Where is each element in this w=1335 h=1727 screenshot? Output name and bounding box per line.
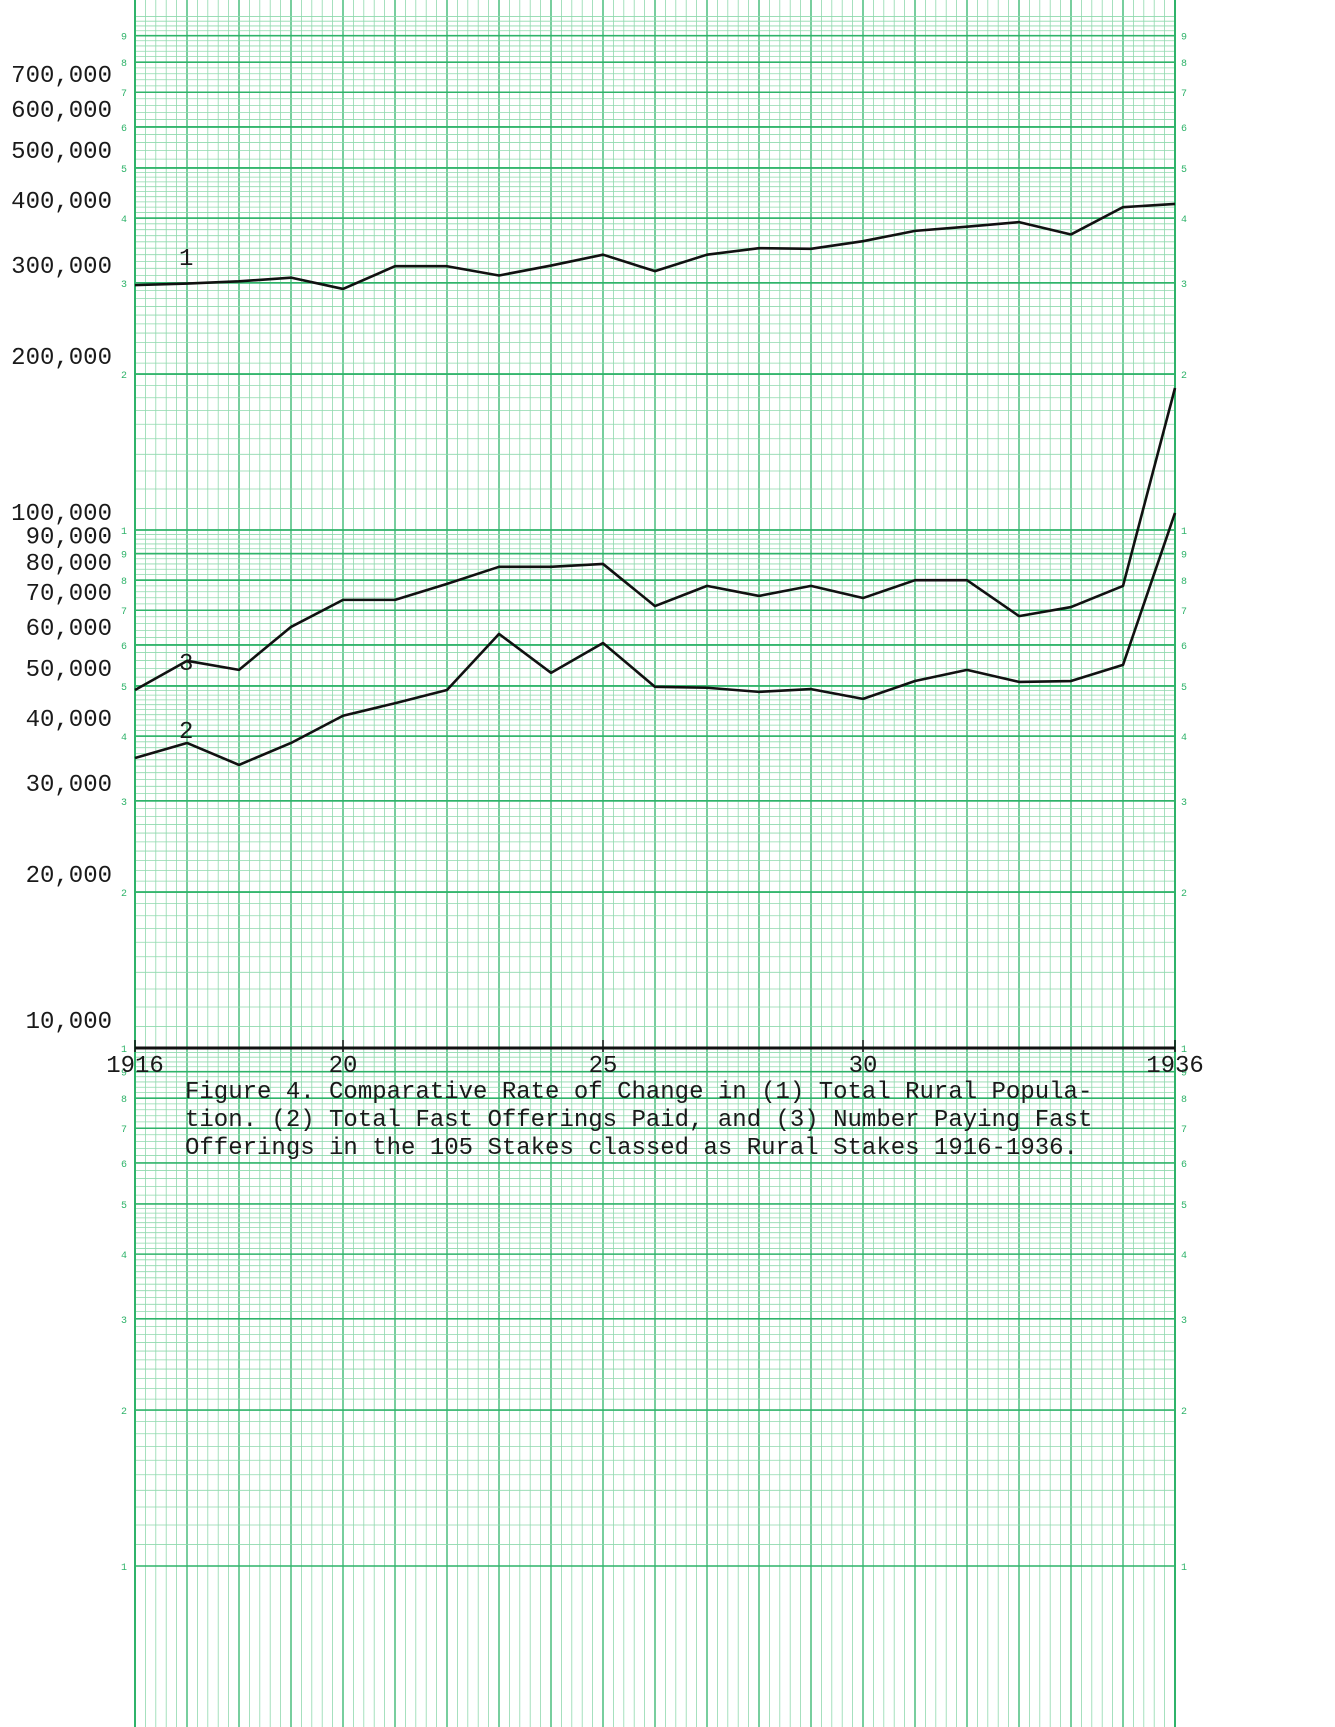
paper-digit: 7 (1181, 89, 1187, 100)
y-tick-label: 70,000 (26, 581, 112, 608)
series-label: 1 (179, 246, 193, 273)
caption-line: Offerings in the 105 Stakes classed as R… (185, 1135, 1078, 1162)
paper-digit: 9 (1181, 33, 1187, 44)
paper-digit: 7 (121, 607, 127, 618)
paper-digit: 1 (1181, 1045, 1187, 1056)
paper-digit: 2 (1181, 1407, 1187, 1418)
paper-digit: 1 (1181, 1563, 1187, 1574)
y-tick-label: 600,000 (11, 98, 112, 125)
paper-digit: 4 (121, 733, 127, 744)
paper-digit: 4 (1181, 733, 1187, 744)
paper-digit: 6 (121, 1160, 127, 1171)
y-tick-label: 500,000 (11, 139, 112, 166)
series-line (134, 512, 1177, 767)
graph-paper: 1 1 2 2 3 3 4 4 5 5 6 6 7 7 8 8 9 9 1 1 2 2 3 3 4 4 5 5 6 6 7 7 8 8 9 9 1 1 2 2… (121, 0, 1187, 1727)
series-line (134, 202, 1176, 291)
paper-digit: 3 (121, 798, 127, 809)
x-tick-label: 25 (589, 1053, 618, 1080)
paper-digit: 9 (1181, 551, 1187, 562)
y-tick-label: 60,000 (26, 616, 112, 643)
paper-digit: 4 (1181, 1251, 1187, 1262)
paper-digit: 2 (1181, 371, 1187, 382)
paper-digit: 9 (121, 551, 127, 562)
paper-digit: 8 (121, 1095, 127, 1106)
paper-digit: 7 (1181, 1125, 1187, 1136)
paper-digit: 8 (1181, 1095, 1187, 1106)
y-tick-label: 80,000 (26, 551, 112, 578)
paper-digit: 7 (121, 89, 127, 100)
x-tick-label: 1916 (106, 1053, 164, 1080)
paper-digit: 4 (121, 1251, 127, 1262)
y-tick-label: 100,000 (11, 501, 112, 528)
paper-digit: 6 (1181, 642, 1187, 653)
paper-digit: 5 (121, 683, 127, 694)
y-tick-label: 90,000 (26, 525, 112, 552)
series-label: 3 (179, 651, 193, 678)
paper-digit: 7 (1181, 607, 1187, 618)
plot: 10,000 20,000 30,000 40,000 50,000 60,000 70,0… (11, 63, 1204, 1080)
paper-digit: 7 (121, 1125, 127, 1136)
paper-digit: 1 (1181, 527, 1187, 538)
paper-digit: 3 (1181, 798, 1187, 809)
y-tick-label: 50,000 (26, 657, 112, 684)
paper-digit: 2 (121, 889, 127, 900)
paper-digit: 9 (121, 33, 127, 44)
paper-digit: 5 (121, 165, 127, 176)
paper-digit: 6 (1181, 1160, 1187, 1171)
paper-digit: 3 (1181, 1316, 1187, 1327)
paper-digit: 4 (1181, 215, 1187, 226)
paper-digit: 6 (121, 124, 127, 135)
series-label: 2 (179, 719, 193, 746)
y-tick-label: 700,000 (11, 63, 112, 90)
paper-digit: 8 (121, 577, 127, 588)
paper-digit: 1 (121, 1563, 127, 1574)
series-line (134, 387, 1177, 692)
paper-digit: 8 (1181, 577, 1187, 588)
paper-digit: 5 (1181, 683, 1187, 694)
paper-digit: 9 (121, 1069, 127, 1080)
y-tick-label: 300,000 (11, 254, 112, 281)
paper-digit: 2 (1181, 889, 1187, 900)
y-tick-label: 20,000 (26, 863, 112, 890)
paper-digit: 5 (1181, 1201, 1187, 1212)
paper-digit: 8 (1181, 59, 1187, 70)
y-tick-label: 10,000 (26, 1009, 112, 1036)
paper-digit: 3 (1181, 280, 1187, 291)
paper-digit: 2 (121, 1407, 127, 1418)
y-tick-label: 40,000 (26, 707, 112, 734)
paper-digit: 3 (121, 1316, 127, 1327)
paper-digit: 6 (1181, 124, 1187, 135)
paper-digit: 5 (121, 1201, 127, 1212)
x-tick-label: 20 (329, 1053, 358, 1080)
paper-digit: 1 (121, 527, 127, 538)
x-tick-label: 1936 (1146, 1053, 1204, 1080)
y-tick-label: 200,000 (11, 345, 112, 372)
y-tick-label: 400,000 (11, 189, 112, 216)
paper-digit: 6 (121, 642, 127, 653)
paper-digit: 4 (121, 215, 127, 226)
paper-digit: 3 (121, 280, 127, 291)
paper-digit: 2 (121, 371, 127, 382)
caption-line: Figure 4. Comparative Rate of Change in … (185, 1079, 1092, 1106)
x-tick-label: 30 (849, 1053, 878, 1080)
paper-digit: 9 (1181, 1069, 1187, 1080)
paper-digit: 1 (121, 1045, 127, 1056)
caption-line: tion. (2) Total Fast Offerings Paid, and… (185, 1107, 1092, 1134)
y-tick-label: 30,000 (26, 772, 112, 799)
paper-digit: 8 (121, 59, 127, 70)
paper-digit: 5 (1181, 165, 1187, 176)
